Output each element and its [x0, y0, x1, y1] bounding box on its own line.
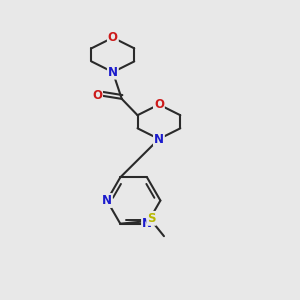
Text: N: N	[154, 133, 164, 146]
Text: O: O	[108, 31, 118, 44]
Text: N: N	[142, 217, 152, 230]
Text: N: N	[108, 66, 118, 79]
Text: S: S	[147, 212, 156, 225]
Text: O: O	[154, 98, 164, 111]
Text: O: O	[92, 89, 102, 102]
Text: N: N	[102, 194, 112, 207]
